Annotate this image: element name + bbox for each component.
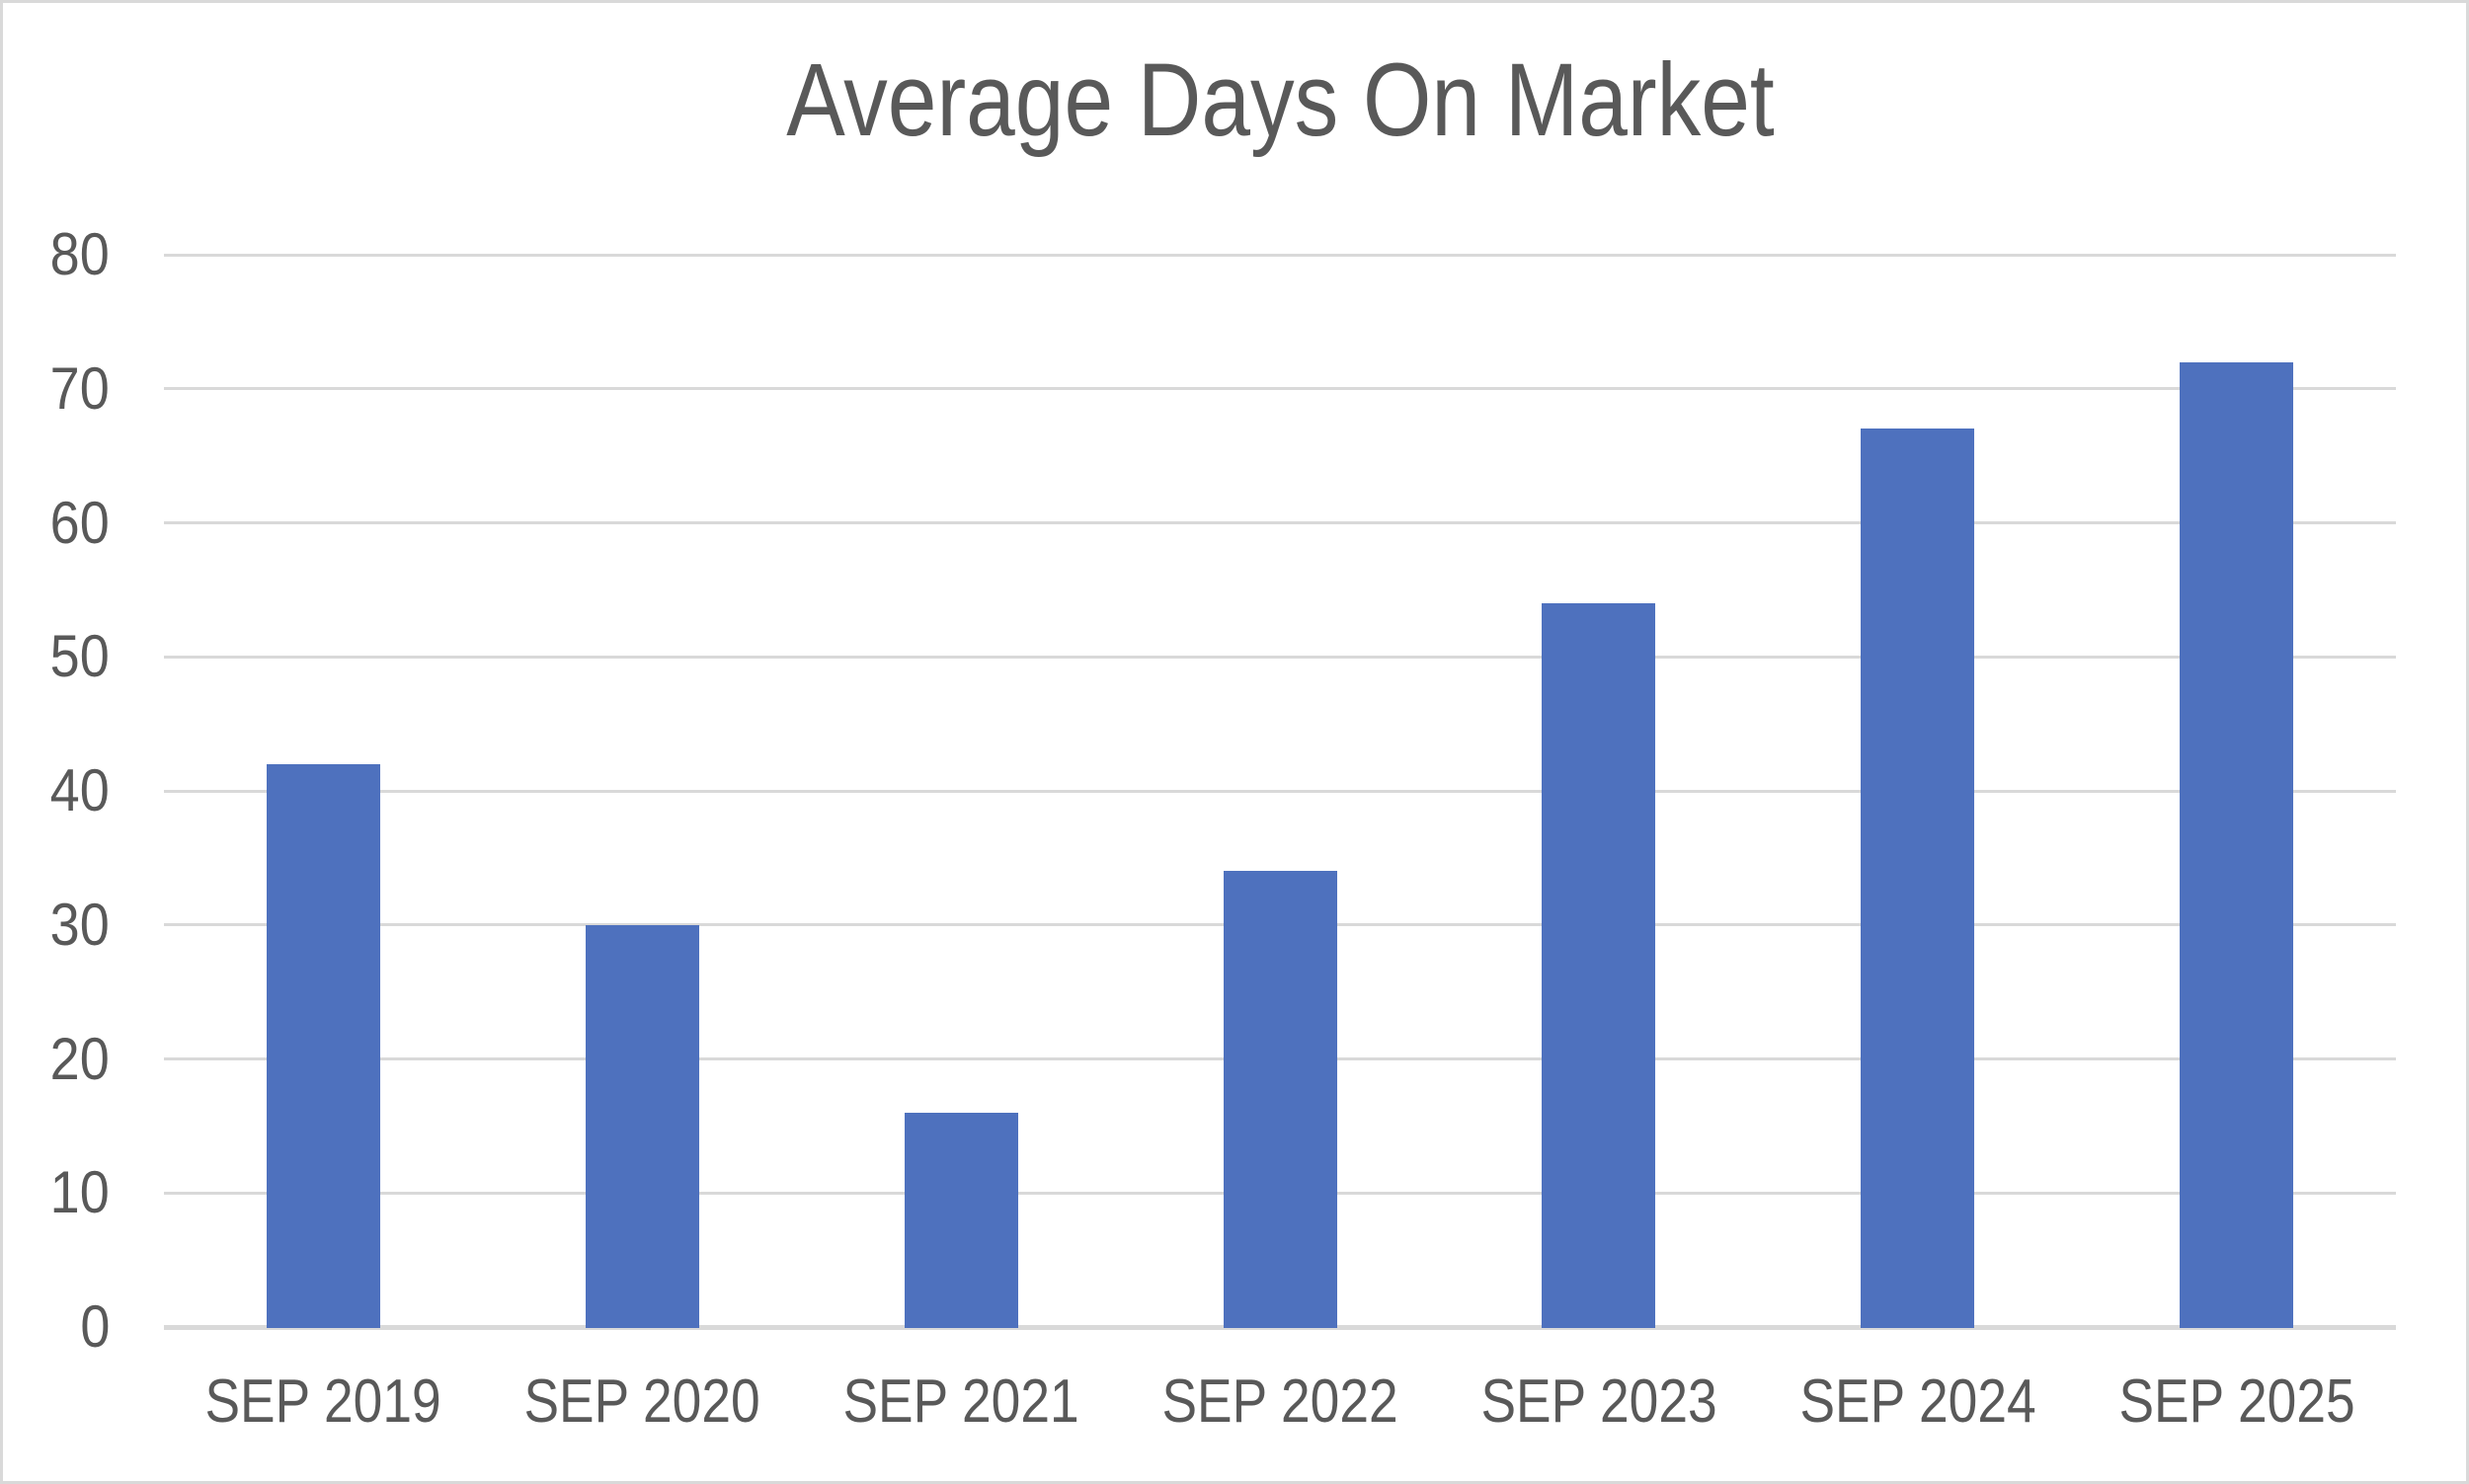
bar-sep-2022 bbox=[1223, 871, 1337, 1328]
x-axis-label: SEP 2024 bbox=[1799, 1367, 2036, 1436]
y-axis-label: 80 bbox=[49, 221, 110, 287]
y-axis-label: 10 bbox=[49, 1159, 110, 1226]
x-axis-label: SEP 2023 bbox=[1480, 1367, 1717, 1436]
gridline bbox=[164, 387, 2396, 391]
y-axis-label: 0 bbox=[79, 1293, 110, 1360]
gridline bbox=[164, 655, 2396, 659]
y-axis-label: 30 bbox=[49, 891, 110, 958]
bar-sep-2024 bbox=[1861, 429, 1975, 1328]
gridline bbox=[164, 521, 2396, 524]
y-axis-label: 60 bbox=[49, 489, 110, 556]
x-axis-label: SEP 2022 bbox=[1161, 1367, 1398, 1436]
gridline bbox=[164, 253, 2396, 257]
bar-sep-2025 bbox=[2180, 361, 2294, 1328]
x-axis-label: SEP 2025 bbox=[2117, 1367, 2355, 1436]
chart-title: Average Days On Market bbox=[785, 41, 1775, 158]
bar-sep-2023 bbox=[1542, 602, 1656, 1328]
gridline bbox=[164, 789, 2396, 793]
bar-sep-2021 bbox=[904, 1112, 1018, 1328]
x-axis-label: SEP 2021 bbox=[842, 1367, 1079, 1436]
x-axis-label: SEP 2019 bbox=[204, 1367, 442, 1436]
y-axis-label: 20 bbox=[49, 1025, 110, 1092]
bar-sep-2020 bbox=[585, 924, 699, 1328]
chart-title-area: Average Days On Market bbox=[164, 40, 2396, 159]
y-axis-label: 50 bbox=[49, 623, 110, 690]
bar-sep-2019 bbox=[266, 763, 380, 1328]
y-axis-label: 40 bbox=[49, 757, 110, 823]
x-axis-label: SEP 2020 bbox=[523, 1367, 760, 1436]
y-axis-label: 70 bbox=[49, 354, 110, 422]
